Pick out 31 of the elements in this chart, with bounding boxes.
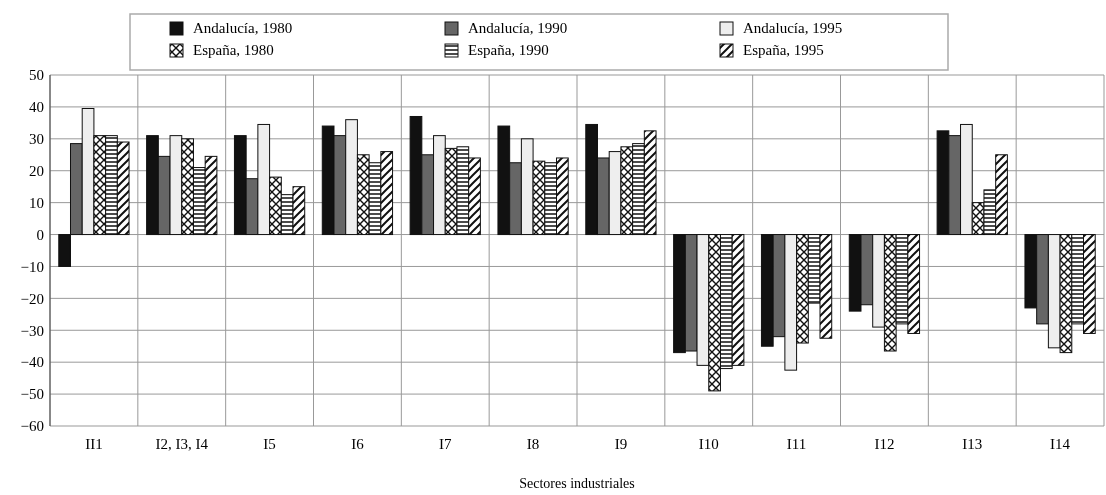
y-tick-label: −10 bbox=[20, 258, 44, 275]
y-tick-label: −20 bbox=[20, 290, 44, 307]
x-tick-label: I14 bbox=[1050, 436, 1071, 452]
x-tick-label: I10 bbox=[698, 436, 719, 452]
y-tick-label: 20 bbox=[29, 162, 44, 179]
x-tick-label: I9 bbox=[614, 436, 628, 452]
x-tick-label: I2, I3, I4 bbox=[155, 436, 209, 452]
y-tick-label: −60 bbox=[20, 418, 44, 435]
y-tick-label: −50 bbox=[20, 386, 44, 403]
y-tick-label: 50 bbox=[29, 67, 44, 84]
y-tick-label: −30 bbox=[20, 322, 44, 339]
y-tick-label: 40 bbox=[29, 99, 44, 116]
x-axis-title: Sectores industriales bbox=[519, 476, 635, 491]
y-tick-label: 0 bbox=[36, 226, 44, 243]
legend-label: Andalucía, 1995 bbox=[743, 20, 843, 36]
legend-label: España, 1995 bbox=[743, 42, 824, 58]
x-tick-label: I6 bbox=[351, 436, 365, 452]
legend-label: Andalucía, 1990 bbox=[468, 20, 568, 36]
x-tick-label: I13 bbox=[962, 436, 983, 452]
x-tick-label: II1 bbox=[85, 436, 103, 452]
x-tick-label: I11 bbox=[786, 436, 807, 452]
y-tick-label: −40 bbox=[20, 354, 44, 371]
legend-label: Andalucía, 1980 bbox=[193, 20, 293, 36]
legend-label: España, 1990 bbox=[468, 42, 549, 58]
y-tick-label: 30 bbox=[29, 131, 44, 148]
x-tick-label: I12 bbox=[874, 436, 895, 452]
legend-label: España, 1980 bbox=[193, 42, 274, 58]
x-tick-label: I7 bbox=[439, 436, 452, 452]
y-tick-label: 10 bbox=[29, 194, 44, 211]
x-tick-label: I5 bbox=[263, 436, 276, 452]
x-tick-label: I8 bbox=[526, 436, 540, 452]
